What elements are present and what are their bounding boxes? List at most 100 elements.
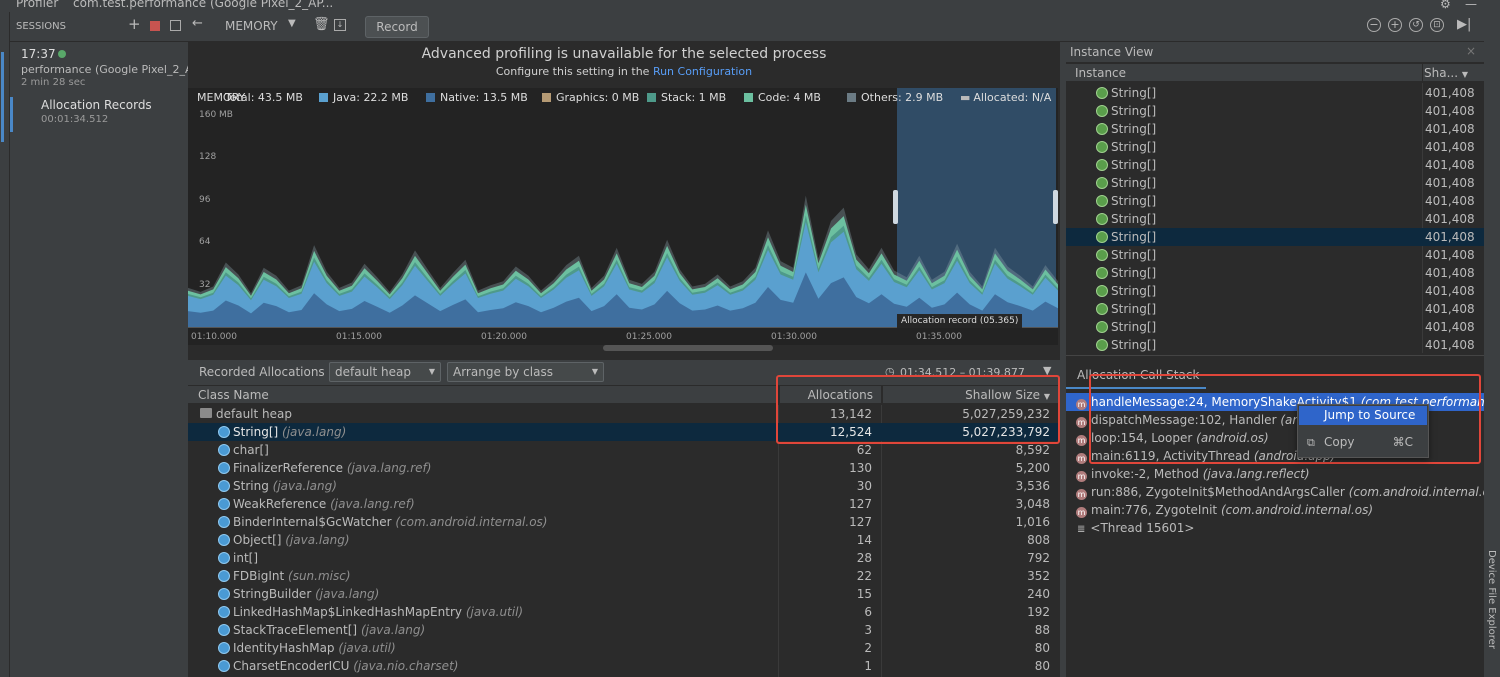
class-name-text: String	[233, 479, 269, 493]
chevron-down-icon[interactable]: ▼	[288, 18, 296, 29]
add-session-button[interactable]: +	[128, 15, 141, 33]
instance-row[interactable]: String[] 401,408	[1066, 336, 1484, 354]
instance-row[interactable]: String[] 401,408	[1066, 102, 1484, 120]
record-button[interactable]: Record	[365, 16, 429, 38]
timeline-scrollbar[interactable]	[603, 345, 773, 351]
table-row[interactable]: FDBigInt (sun.misc) 22 352	[188, 567, 1060, 585]
legend-total: Total: 43.5 MB	[225, 91, 303, 104]
table-row[interactable]: FinalizerReference (java.lang.ref) 130 5,2…	[188, 459, 1060, 477]
call-stack-frame[interactable]: m main:776, ZygoteInit (com.android.inter…	[1066, 501, 1484, 519]
allocation-record-item[interactable]: Allocation Records 00:01:34.512	[10, 97, 188, 132]
session-tab[interactable]: com.test.performance (Google Pixel_2_AP.…	[73, 0, 334, 10]
selection-left-handle[interactable]	[893, 190, 898, 224]
class-name: StackTraceElement[] (java.lang)	[233, 621, 425, 639]
go-live-icon[interactable]: ▶|	[1457, 17, 1472, 32]
selection-right-handle[interactable]	[1053, 190, 1058, 224]
instance-row[interactable]: String[] 401,408	[1066, 264, 1484, 282]
stop-session-button[interactable]	[150, 21, 160, 31]
arrange-select[interactable]: Arrange by class ▼	[447, 362, 604, 382]
instance-icon	[1096, 195, 1108, 207]
class-package: (java.util)	[338, 641, 396, 655]
instance-name: String[]	[1111, 86, 1157, 100]
instance-row[interactable]: String[] 401,408	[1066, 156, 1484, 174]
y-tick-128: 128	[199, 152, 217, 162]
run-configuration-link[interactable]: Run Configuration	[652, 65, 753, 78]
filter-icon[interactable]: ▼	[1043, 364, 1052, 377]
reset-zoom-icon[interactable]: ↺	[1409, 18, 1423, 32]
arrange-select-value: Arrange by class	[453, 365, 553, 379]
memory-dropdown[interactable]: MEMORY	[225, 19, 278, 33]
close-icon[interactable]: ×	[1465, 44, 1476, 58]
class-package: (java.lang)	[282, 425, 347, 439]
table-row[interactable]: char[] 62 8,592	[188, 441, 1060, 459]
heap-select[interactable]: default heap ▼	[329, 362, 441, 382]
table-row[interactable]: StringBuilder (java.lang) 15 240	[188, 585, 1060, 603]
table-row[interactable]: CharsetEncoderICU (java.nio.charset) 1 80	[188, 657, 1060, 675]
table-row[interactable]: BinderInternal$GcWatcher (com.android.in…	[188, 513, 1060, 531]
instance-row[interactable]: String[] 401,408	[1066, 318, 1484, 336]
table-row[interactable]: WeakReference (java.lang.ref) 127 3,048	[188, 495, 1060, 513]
trash-icon[interactable]: 🗑	[313, 17, 330, 32]
stack-swatch	[647, 93, 656, 102]
chevron-down-icon: ▼	[428, 367, 435, 376]
table-row[interactable]: int[] 28 792	[188, 549, 1060, 567]
call-stack-frame[interactable]: m invoke:-2, Method (java.lang.reflect)	[1066, 465, 1484, 483]
instance-row[interactable]: String[] 401,408	[1066, 282, 1484, 300]
graphics-swatch	[542, 93, 551, 102]
table-row[interactable]: LinkedHashMap$LinkedHashMapEntry (java.u…	[188, 603, 1060, 621]
class-name: String (java.lang)	[233, 477, 337, 495]
zoom-in-icon[interactable]: +	[1388, 18, 1402, 32]
jump-to-source-item[interactable]: Jump to Source	[1299, 406, 1427, 425]
table-row[interactable]: String (java.lang) 30 3,536	[188, 477, 1060, 495]
instance-row[interactable]: String[] 401,408	[1066, 192, 1484, 210]
device-file-explorer-tab[interactable]: Device File Explorer	[1486, 550, 1497, 649]
thread-row[interactable]: ≣ <Thread 15601>	[1066, 519, 1484, 537]
legend-code: Code: 4 MB	[758, 91, 821, 104]
instance-row[interactable]: String[] 401,408	[1066, 300, 1484, 318]
copy-item[interactable]: ⧉ Copy ⌘C	[1299, 433, 1427, 452]
class-name-text: String[]	[233, 425, 279, 439]
y-tick-96: 96	[199, 195, 211, 205]
title-bar: Profiler com.test.performance (Google Pi…	[0, 0, 1500, 12]
panel-splitter[interactable]	[1060, 42, 1066, 677]
instance-column-header[interactable]: Instance	[1066, 64, 1422, 82]
instance-row[interactable]: String[] 401,408	[1066, 84, 1484, 102]
instance-row[interactable]: String[] 401,408	[1066, 138, 1484, 156]
zoom-out-icon[interactable]: −	[1367, 18, 1381, 32]
table-row[interactable]: StackTraceElement[] (java.lang) 3 88	[188, 621, 1060, 639]
instance-size: 401,408	[1425, 320, 1475, 334]
instance-row[interactable]: String[] 401,408	[1066, 210, 1484, 228]
shallow-size: 3,048	[1015, 497, 1050, 511]
hide-icon[interactable]: —	[1465, 0, 1477, 11]
class-icon	[218, 552, 230, 564]
table-row[interactable]: String[] (java.lang) 12,524 5,027,233,792	[188, 423, 1060, 441]
dump-heap-icon[interactable]: ↓	[334, 19, 346, 31]
shallow-size-header[interactable]: Shallow Size ▼	[882, 386, 1060, 404]
instance-size-header[interactable]: Sha... ▼	[1423, 64, 1484, 82]
instance-name: String[]	[1111, 320, 1157, 334]
selected-indicator	[10, 97, 13, 132]
memory-area-chart	[188, 195, 1058, 328]
call-stack-frame[interactable]: m loop:154, Looper (android.os)	[1066, 429, 1484, 447]
table-row[interactable]: Object[] (java.lang) 14 808	[188, 531, 1060, 549]
zoom-to-selection-icon[interactable]: ⊡	[1430, 18, 1444, 32]
instance-row[interactable]: String[] 401,408	[1066, 246, 1484, 264]
class-icon	[218, 570, 230, 582]
table-row[interactable]: IdentityHashMap (java.util) 2 80	[188, 639, 1060, 657]
class-name-header[interactable]: Class Name	[188, 386, 778, 404]
collapse-sessions-icon[interactable]	[170, 20, 181, 31]
back-arrow-icon[interactable]: ←	[192, 16, 203, 31]
allocations-header[interactable]: Allocations	[779, 386, 881, 404]
call-stack-frame[interactable]: m run:886, ZygoteInit$MethodAndArgsCaller…	[1066, 483, 1484, 501]
profiler-tab-label[interactable]: Profiler	[16, 0, 59, 10]
instance-row[interactable]: String[] 401,408	[1066, 174, 1484, 192]
instance-size: 401,408	[1425, 194, 1475, 208]
shallow-size: 8,592	[1015, 443, 1050, 457]
heap-row[interactable]: default heap 13,142 5,027,259,232	[188, 405, 1060, 423]
gear-icon[interactable]: ⚙	[1440, 0, 1451, 11]
instance-row[interactable]: String[] 401,408	[1066, 120, 1484, 138]
y-tick-32: 32	[199, 280, 211, 290]
shallow-size: 240	[1027, 587, 1050, 601]
allocation-count: 2	[864, 641, 872, 655]
instance-row[interactable]: String[] 401,408	[1066, 228, 1484, 246]
